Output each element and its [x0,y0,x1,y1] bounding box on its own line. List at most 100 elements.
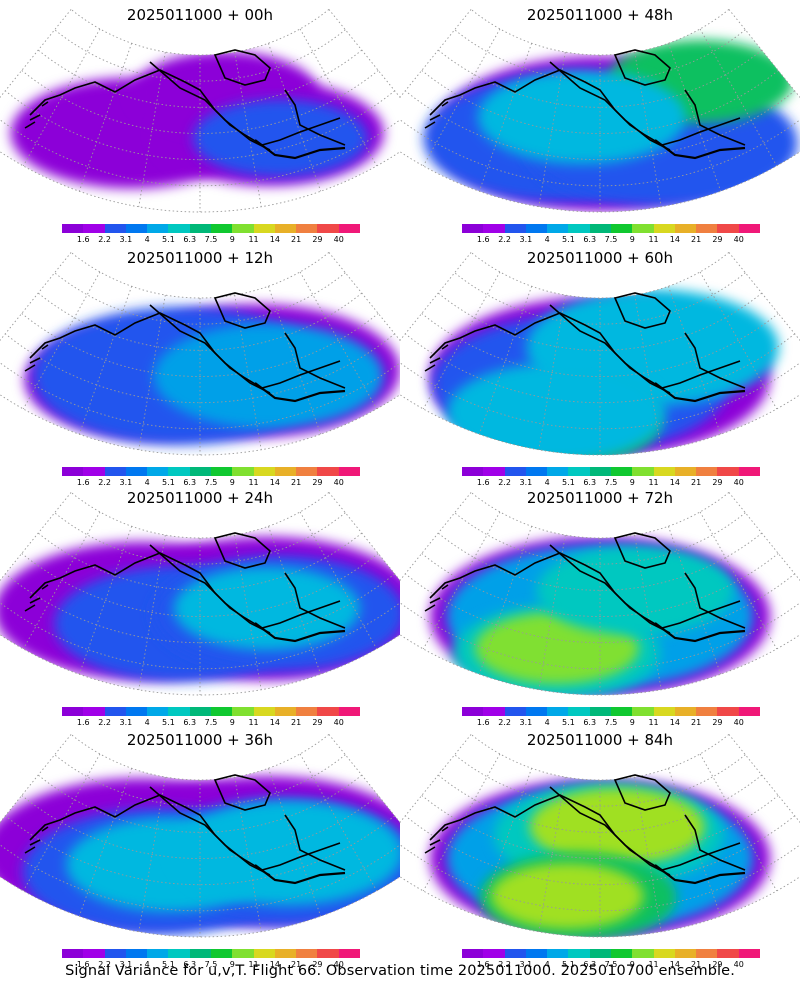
coastline-islands [424,584,449,612]
colorbar-swatch [317,224,339,233]
colorbar-tick-label: 14 [669,718,680,727]
coastline [24,532,346,643]
coastline [424,292,746,403]
panel-36h: 2025011000 + 36h 1.6 2.2 3.1 4 5.1 6.3 7.5 9 11 1… [0,725,400,975]
latitude-line [437,49,763,108]
colorbar-swatch [147,467,169,476]
latitude-line [70,9,330,56]
colorbar-swatch [632,707,654,716]
coastline-mainland [549,786,671,876]
colorbar-tick-label: 4 [144,235,150,244]
coastline-archipelago [613,49,671,86]
colorbar-swatch [610,467,633,476]
colorbar-swatch [168,467,190,476]
coastline-archipelago [213,292,271,329]
map-24h [0,492,400,696]
colorbar-tick-label: 7.5 [204,960,218,969]
colorbar-tick-label: 2.2 [98,960,111,969]
variance-blob [446,363,666,456]
latitude-line [400,634,800,696]
colorbar-swatch [104,949,126,958]
coastline-archipelago [213,774,271,811]
coastline-west [29,552,341,629]
colorbar-tick-label: 5.1 [562,960,575,969]
colorbar-tick-label: 6.3 [183,478,197,487]
colorbar-swatch [62,467,84,476]
colorbar-swatch [83,467,105,476]
colorbar-swatch [210,467,233,476]
colorbar-swatch [547,707,569,716]
colorbar-tick-label: 40 [333,235,344,244]
colorbar-tick-label: 2.2 [498,235,511,244]
colorbar-swatch [568,707,590,716]
coastline-east [284,332,346,389]
colorbar-tick-label: 29 [712,235,723,244]
colorbar-tick-label: 7.5 [604,235,618,244]
colorbar-tick-label: 3.1 [519,960,533,969]
colorbar-tick-label: 40 [733,718,744,727]
colorbar-swatch [210,949,233,958]
coastline-mainland [549,544,671,634]
colorbar [62,467,360,476]
colorbar-swatch [717,707,739,716]
colorbar-tick-label: 21 [691,960,702,969]
latitude-line [454,29,746,82]
colorbar-tick-label: 7.5 [604,718,618,727]
colorbar-tick-label: 9 [629,960,635,969]
colorbar-swatch [696,707,718,716]
latitude-line [421,70,779,134]
colorbar-swatch [189,707,211,716]
variance-blob [172,800,400,906]
graticule [0,252,400,456]
colorbar [462,224,760,233]
colorbar-swatch [738,707,760,716]
coastline-mainland [149,61,271,151]
colorbar-tick-label: 6.3 [183,960,197,969]
map-72h [400,492,800,696]
coastline-archipelago [613,774,671,811]
graticule [0,9,400,213]
latitude-line [37,774,363,833]
colorbar-swatch [189,467,211,476]
colorbar-swatch [696,467,718,476]
colorbar-swatch [253,949,275,958]
colorbar-swatch [483,224,505,233]
colorbar-swatch [525,707,548,716]
colorbar-swatch [717,949,739,958]
latitude-line [37,292,363,351]
colorbar-tick-label: 1.6 [76,718,90,727]
coastline-east [684,814,746,871]
colorbar-swatch [317,467,339,476]
variance-field [10,51,384,189]
graticule [400,252,800,456]
latitude-line [5,90,395,161]
latitude-line [400,602,800,670]
colorbar-tick-label: 11 [648,235,659,244]
colorbar-tick-label: 5.1 [162,718,175,727]
colorbar-swatch [674,949,697,958]
coastline-east [284,814,346,871]
colorbar-swatch [125,949,148,958]
latitude-line [0,602,400,670]
colorbar-tick-label: 21 [291,960,302,969]
colorbar-swatch [189,224,211,233]
colorbar-swatch [168,949,190,958]
latitude-line [400,151,800,213]
map-60h [400,252,800,456]
colorbar-swatch [589,949,611,958]
colorbar-tick-label: 3.1 [519,718,533,727]
variance-blob [529,787,705,866]
latitude-line [470,492,730,539]
latitude-line [0,394,400,456]
colorbar-tick-label: 5.1 [562,235,575,244]
latitude-line [437,532,763,591]
colorbar-swatch [296,467,318,476]
colorbar-swatch [296,949,318,958]
panel-24h: 2025011000 + 24h 1.6 2.2 3.1 4 5.1 6.3 7.5 9 11 1… [0,483,400,733]
colorbar-tick-label: 5.1 [562,718,575,727]
panel-title: 2025011000 + 72h [526,489,674,507]
colorbar-swatch [317,707,339,716]
colorbar-tick-label: 21 [291,478,302,487]
colorbar-swatch [717,467,739,476]
coastline-mainland [549,304,671,394]
